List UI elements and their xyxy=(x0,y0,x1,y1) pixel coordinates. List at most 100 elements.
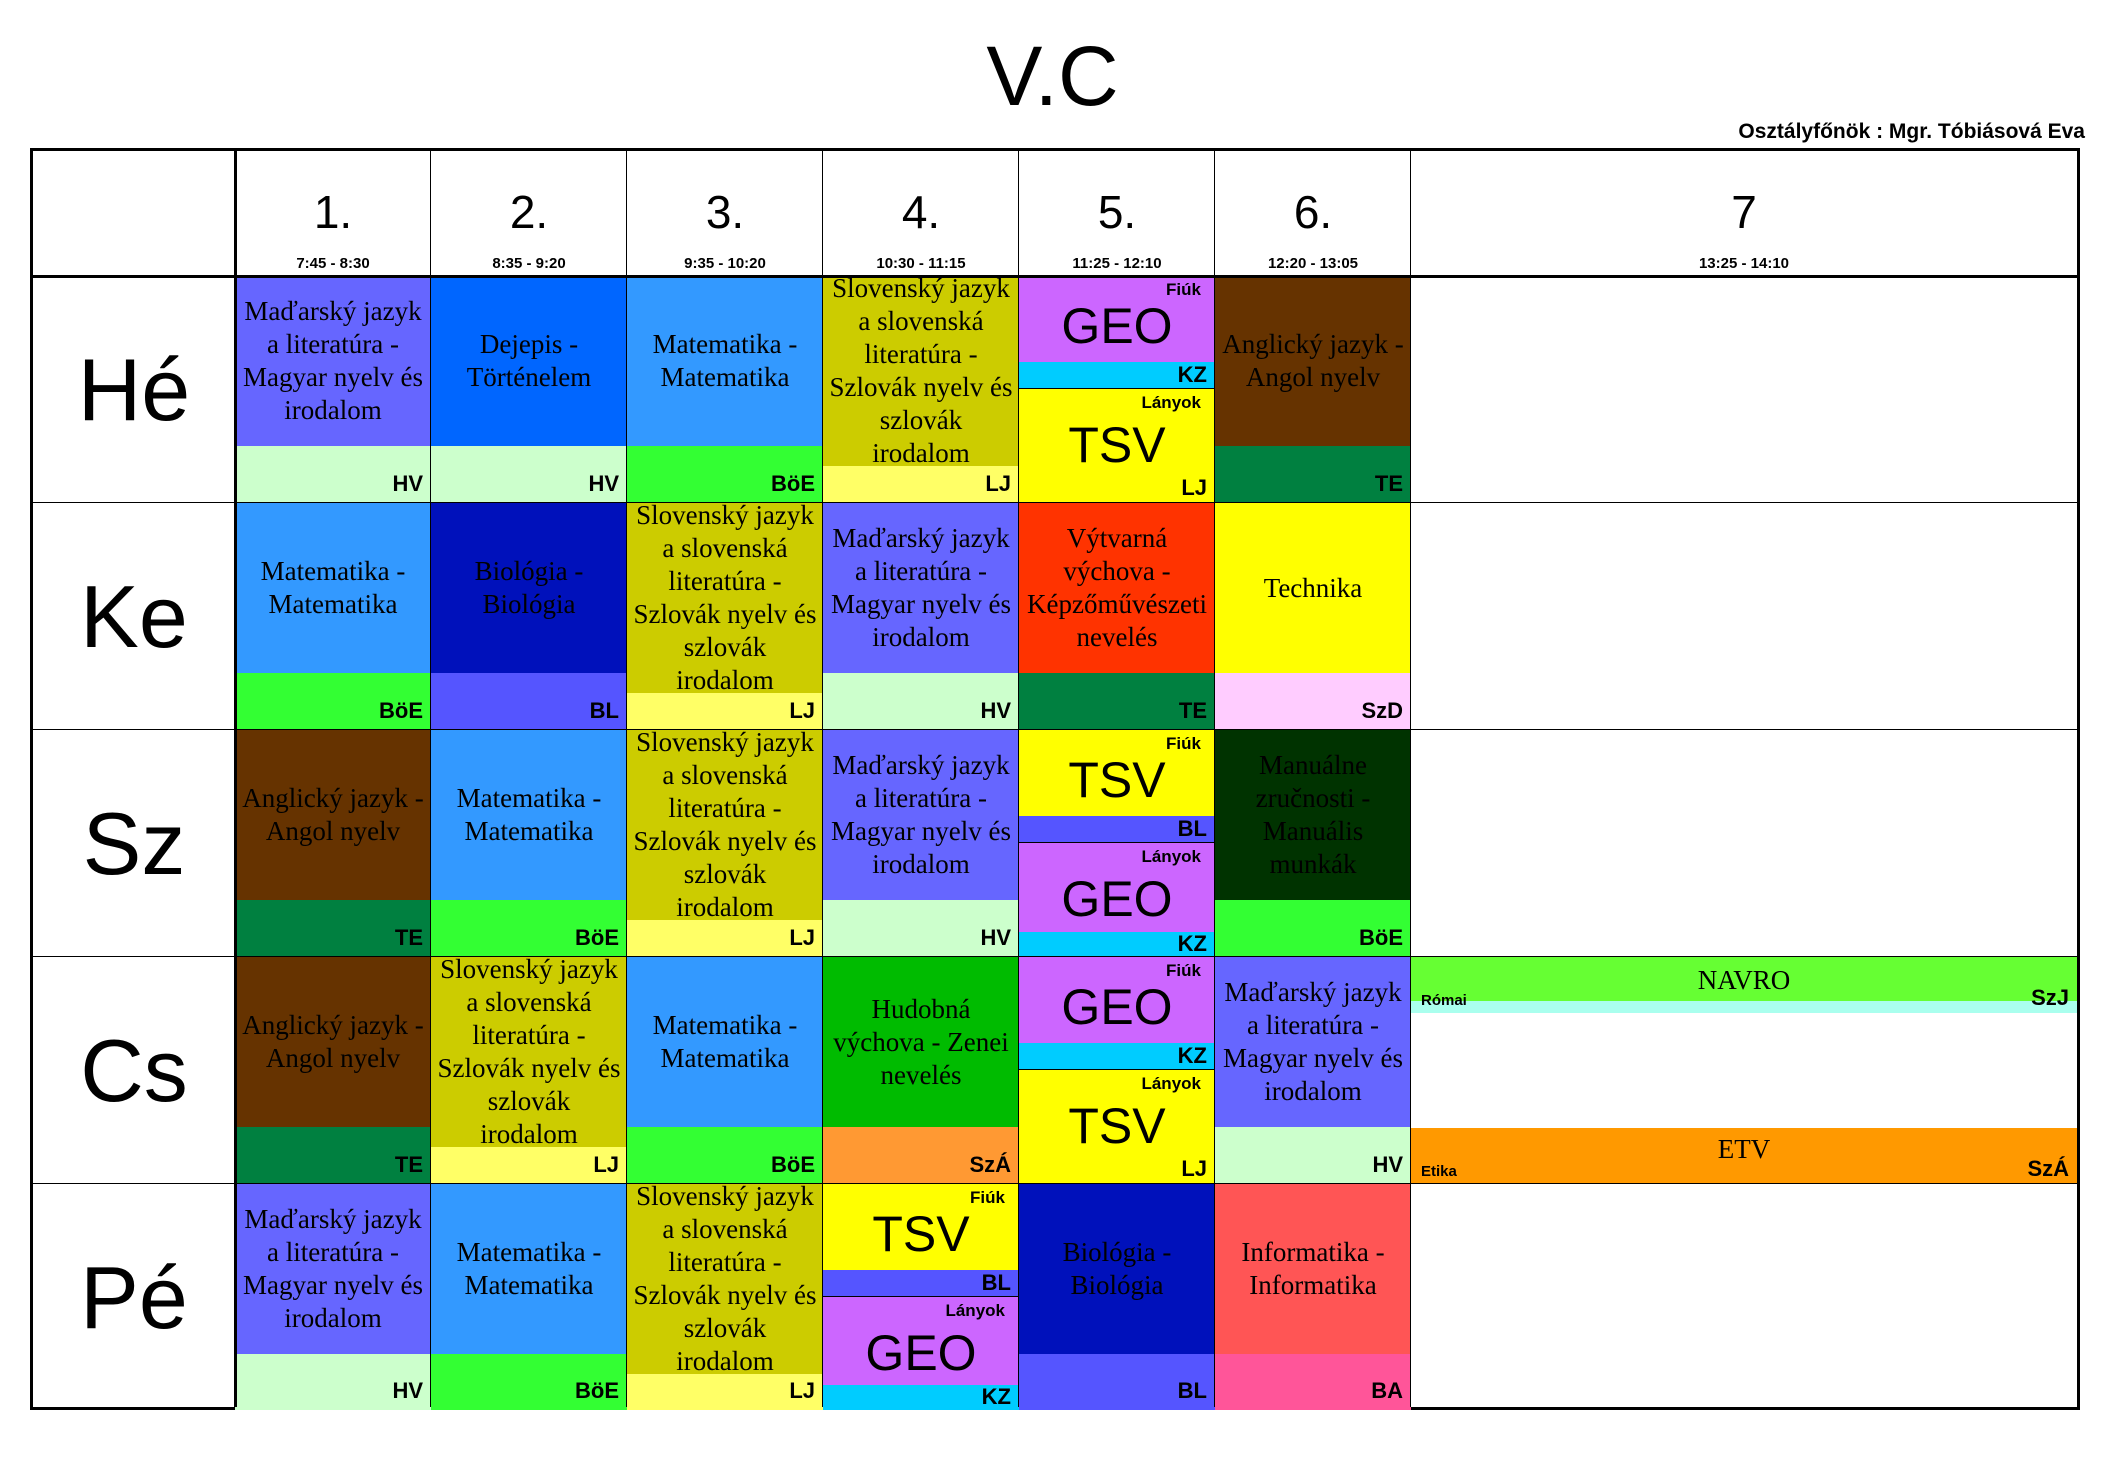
teacher-code: BA xyxy=(1371,1378,1403,1403)
subject-name: Anglický jazyk - Angol nyelv xyxy=(1222,329,1404,392)
lesson-cell[interactable]: Matematika - Matematika BöE xyxy=(235,503,431,730)
lesson-cell[interactable]: Anglický jazyk - Angol nyelv TE xyxy=(235,730,431,957)
teacher-code: BL xyxy=(589,698,619,723)
subject-name: Matematika - Matematika xyxy=(652,329,798,392)
lesson-cell-split[interactable]: Fiúk GEO KZ Lányok TSV LJ xyxy=(1019,276,1215,503)
lesson-cell-split[interactable]: Fiúk TSV BL Lányok GEO KZ xyxy=(823,1184,1019,1410)
teacher-code: BL xyxy=(1177,1378,1207,1403)
teacher-code: LJ xyxy=(789,1378,815,1403)
teacher-code: KZ xyxy=(1177,1043,1207,1068)
grid-line xyxy=(33,502,2077,503)
subject-name: Maďarský jazyk a literatúra - Magyar nye… xyxy=(831,750,1011,879)
day-label-friday: Pé xyxy=(80,1248,188,1347)
subject-name: Matematika - Matematika xyxy=(456,1237,602,1300)
grid-line xyxy=(33,729,2077,730)
lesson-cell[interactable]: Anglický jazyk - Angol nyelv TE xyxy=(235,957,431,1184)
lesson-cell[interactable]: Slovenský jazyk a slovenská literatúra -… xyxy=(823,276,1019,503)
lesson-cell[interactable]: Maďarský jazyk a literatúra - Magyar nye… xyxy=(235,1184,431,1410)
subject-name: Hudobná výchova - Zenei nevelés xyxy=(833,993,1009,1090)
lesson-cell[interactable]: Matematika - Matematika BöE xyxy=(431,1184,627,1410)
period-number: 3. xyxy=(705,186,745,238)
subject-name: ETV xyxy=(1717,1134,1771,1164)
teacher-code: HV xyxy=(980,925,1011,950)
lesson-cell-split[interactable]: Fiúk GEO KZ Lányok TSV LJ xyxy=(1019,957,1215,1184)
teacher-code: TE xyxy=(1374,471,1403,496)
lesson-cell[interactable]: Maďarský jazyk a literatúra - Magyar nye… xyxy=(823,730,1019,957)
grid-line xyxy=(33,275,2077,278)
lesson-cell[interactable]: Slovenský jazyk a slovenská literatúra -… xyxy=(431,957,627,1184)
subject-name: Slovenský jazyk a slovenská literatúra -… xyxy=(633,730,817,922)
timetable-grid: 1. 7:45 - 8:30 2. 8:35 - 9:20 3. 9:35 - 10:… xyxy=(30,148,2080,1410)
lesson-cell[interactable]: Matematika - Matematika BöE xyxy=(627,957,823,1184)
page-title: V.C xyxy=(986,29,1119,123)
teacher-code: SzJ xyxy=(2031,985,2069,1010)
teacher-code: BöE xyxy=(575,925,619,950)
lesson-cell[interactable]: Maďarský jazyk a literatúra - Magyar nye… xyxy=(235,276,431,503)
lesson-cell[interactable]: Matematika - Matematika BöE xyxy=(431,730,627,957)
period-time: 8:35 - 9:20 xyxy=(492,255,566,272)
subject-name: Slovenský jazyk a slovenská literatúra -… xyxy=(829,276,1013,468)
period-time: 10:30 - 11:15 xyxy=(876,255,966,272)
group-label: Fiúk xyxy=(1166,280,1201,299)
lesson-cell-etv[interactable]: ETV Etika SzÁ xyxy=(1411,1128,2077,1184)
period-number: 2. xyxy=(509,186,549,238)
teacher-code: LJ xyxy=(593,1152,619,1177)
teacher-code: TE xyxy=(394,925,423,950)
subject-name: Matematika - Matematika xyxy=(456,783,602,846)
teacher-code: BöE xyxy=(1359,925,1403,950)
teacher-code: LJ xyxy=(985,471,1011,496)
lesson-cell-split[interactable]: Fiúk TSV BL Lányok GEO KZ xyxy=(1019,730,1215,957)
group-label: Római xyxy=(1421,992,1467,1009)
teacher-code: BöE xyxy=(575,1378,619,1403)
day-label-wednesday: Sz xyxy=(82,794,186,893)
grid-line xyxy=(33,1183,2077,1184)
lesson-cell[interactable]: Manuálne zručnosti - Manuális munkák BöE xyxy=(1215,730,1411,957)
lesson-cell[interactable]: Technika SzD xyxy=(1215,503,1411,730)
teacher-code: BöE xyxy=(379,698,423,723)
lesson-cell[interactable]: Anglický jazyk - Angol nyelv TE xyxy=(1215,276,1411,503)
lesson-cell[interactable]: Informatika - Informatika BA xyxy=(1215,1184,1411,1410)
lesson-cell[interactable]: Slovenský jazyk a slovenská literatúra -… xyxy=(627,1184,823,1410)
teacher-code: BöE xyxy=(771,471,815,496)
grid-line xyxy=(822,151,823,1407)
subject-name: Slovenský jazyk a slovenská literatúra -… xyxy=(633,1184,817,1376)
grid-line xyxy=(1018,151,1019,1407)
teacher-code: TE xyxy=(394,1152,423,1177)
lesson-cell[interactable]: Slovenský jazyk a slovenská literatúra -… xyxy=(627,503,823,730)
subject-name: Matematika - Matematika xyxy=(260,556,406,619)
subject-name: Maďarský jazyk a literatúra - Magyar nye… xyxy=(243,1204,423,1333)
lesson-cell[interactable]: Výtvarná výchova - Képzőművészeti nevelé… xyxy=(1019,503,1215,730)
subject-name: Maďarský jazyk a literatúra - Magyar nye… xyxy=(243,296,423,425)
group-label: Etika xyxy=(1421,1163,1457,1180)
period-time: 7:45 - 8:30 xyxy=(296,255,370,272)
teacher-code: BL xyxy=(1177,816,1207,841)
subject-name: Manuálne zručnosti - Manuális munkák xyxy=(1255,750,1371,879)
lesson-cell[interactable]: Maďarský jazyk a literatúra - Magyar nye… xyxy=(1215,957,1411,1184)
teacher-code: HV xyxy=(1372,1152,1403,1177)
lesson-cell-navro[interactable]: NAVRO Római SzJ xyxy=(1411,957,2077,1013)
period-time: 11:25 - 12:10 xyxy=(1072,255,1162,272)
lesson-cell[interactable]: Maďarský jazyk a literatúra - Magyar nye… xyxy=(823,503,1019,730)
subject-name: Technika xyxy=(1263,572,1363,603)
period-number: 6. xyxy=(1293,186,1333,238)
day-label-monday: Hé xyxy=(77,340,191,439)
subject-name: TSV xyxy=(1068,1098,1166,1154)
lesson-cell[interactable]: Dejepis - Történelem HV xyxy=(431,276,627,503)
teacher-code: KZ xyxy=(1177,931,1207,956)
group-label: Lányok xyxy=(1141,1074,1201,1093)
subject-name: Dejepis - Történelem xyxy=(466,329,592,392)
lesson-cell[interactable]: Matematika - Matematika BöE xyxy=(627,276,823,503)
lesson-cell[interactable]: Biológia - Biológia BL xyxy=(1019,1184,1215,1410)
subject-name: Matematika - Matematika xyxy=(652,1010,798,1073)
period-number: 5. xyxy=(1097,186,1137,238)
teacher-code: KZ xyxy=(981,1384,1011,1409)
lesson-cell[interactable]: Slovenský jazyk a slovenská literatúra -… xyxy=(627,730,823,957)
period-number: 1. xyxy=(313,186,353,238)
subject-name: Anglický jazyk - Angol nyelv xyxy=(242,783,424,846)
lesson-cell[interactable]: Hudobná výchova - Zenei nevelés SzÁ xyxy=(823,957,1019,1184)
subject-name: GEO xyxy=(1061,979,1173,1035)
teacher-code: BL xyxy=(981,1270,1011,1295)
group-label: Lányok xyxy=(945,1301,1005,1320)
lesson-cell[interactable]: Biológia - Biológia BL xyxy=(431,503,627,730)
subject-name: Maďarský jazyk a literatúra - Magyar nye… xyxy=(1223,977,1403,1106)
